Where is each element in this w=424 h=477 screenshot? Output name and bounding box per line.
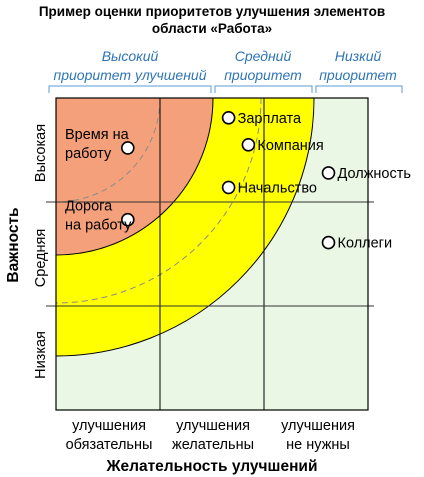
- dashed-guide-arc: [56, 98, 161, 203]
- data-point-marker: [241, 138, 256, 152]
- data-point-label: Зарплата: [238, 111, 302, 127]
- y-tick-labels: Высокая Средняя Низкая: [33, 124, 49, 379]
- zone-high-label-line2: приоритет улучшений: [54, 67, 207, 83]
- y-tick-label-high: Высокая: [33, 124, 49, 182]
- x-axis-title: Желательность улучшений: [106, 458, 318, 475]
- zone-high-priority: [56, 98, 214, 256]
- x-tick-labels: улучшения обязательны улучшения желатель…: [66, 418, 355, 453]
- chart-title-line-1: Пример оценки приоритетов улучшения элем…: [38, 4, 386, 19]
- zone-labels: Высокий приоритет улучшений Средний прио…: [54, 48, 398, 83]
- data-point-label: Время на: [65, 127, 130, 143]
- data-point-label: работу: [65, 146, 112, 162]
- zone-brackets: [48, 85, 403, 93]
- y-tick-label-low: Низкая: [33, 331, 49, 379]
- data-point-label: Должность: [338, 166, 411, 182]
- data-point-marker: [321, 235, 336, 250]
- dashed-guide-arc: [56, 98, 262, 304]
- data-point-label: Начальство: [238, 180, 317, 196]
- data-point-marker: [321, 166, 336, 180]
- data-point-marker: [221, 111, 236, 125]
- data-point-label: Коллеги: [338, 236, 393, 252]
- data-point-label: Дорога: [65, 199, 113, 215]
- chart-title-line-2: области «Работа»: [151, 21, 273, 36]
- zone-high-label-line1: Высокий: [102, 48, 159, 64]
- data-point-label: Компания: [257, 138, 323, 154]
- data-points: Время на работу Дорога на работу Зарплата Ком…: [65, 111, 411, 252]
- x-tick-label-2-line2: желательны: [172, 437, 254, 453]
- plot-frame: [55, 97, 369, 411]
- y-axis-title: Важность: [5, 207, 22, 282]
- x-tick-label-3-line1: улучшения: [281, 418, 355, 434]
- zone-medium-label-line1: Средний: [235, 48, 292, 64]
- x-tick-label-2-line1: улучшения: [176, 418, 250, 434]
- data-point-label: на работу: [65, 218, 132, 234]
- zone-medium-label-line2: приоритет: [224, 67, 302, 83]
- grid: [46, 98, 374, 410]
- zone-low-label-line1: Низкий: [335, 48, 382, 64]
- x-tick-label-1-line2: обязательны: [66, 437, 153, 453]
- y-tick-label-medium: Средняя: [33, 229, 49, 287]
- data-point-marker: [121, 141, 135, 155]
- x-tick-label-3-line2: не нужны: [286, 437, 350, 453]
- data-point-marker: [221, 180, 236, 195]
- zone-low-label-line2: приоритет: [319, 67, 397, 83]
- data-point-marker: [121, 212, 135, 227]
- x-tick-label-1-line1: улучшения: [72, 418, 146, 434]
